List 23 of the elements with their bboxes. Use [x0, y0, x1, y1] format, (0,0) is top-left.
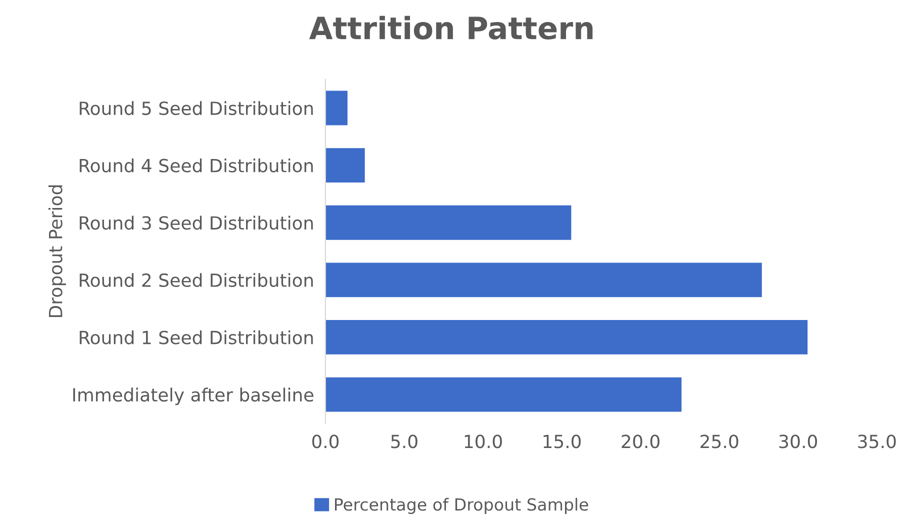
y-tick-label: Round 5 Seed Distribution: [80, 101, 313, 116]
y-tick-label: Immediately after baseline: [73, 388, 314, 406]
x-tick-label: 15.0: [544, 434, 581, 448]
bar: [325, 205, 572, 240]
x-tick-label: 25.0: [700, 434, 738, 448]
chart-title: Attrition Pattern: [309, 16, 593, 40]
x-tick-label: 30.0: [779, 434, 818, 448]
bar: [325, 262, 762, 298]
y-tick-label: Round 1 Seed Distribution: [80, 330, 313, 344]
x-tick-label: 20.0: [622, 434, 660, 448]
bar: [325, 377, 682, 412]
y-tick-label: Round 3 Seed Distribution: [80, 216, 313, 230]
y-axis-title: Dropout Period: [48, 185, 66, 318]
x-tick-label: 0.0: [312, 434, 339, 448]
y-tick-label: Round 4 Seed Distribution: [80, 158, 313, 172]
bar: [325, 320, 808, 354]
x-tick-label: 10.0: [464, 434, 502, 448]
y-tick-label: Round 2 Seed Distribution: [80, 273, 313, 288]
bar: [325, 148, 365, 183]
x-tick-label: 35.0: [858, 434, 896, 448]
x-tick-label: 5.0: [391, 434, 418, 448]
legend-label: Percentage of Dropout Sample: [335, 498, 588, 514]
bar: [325, 90, 348, 126]
